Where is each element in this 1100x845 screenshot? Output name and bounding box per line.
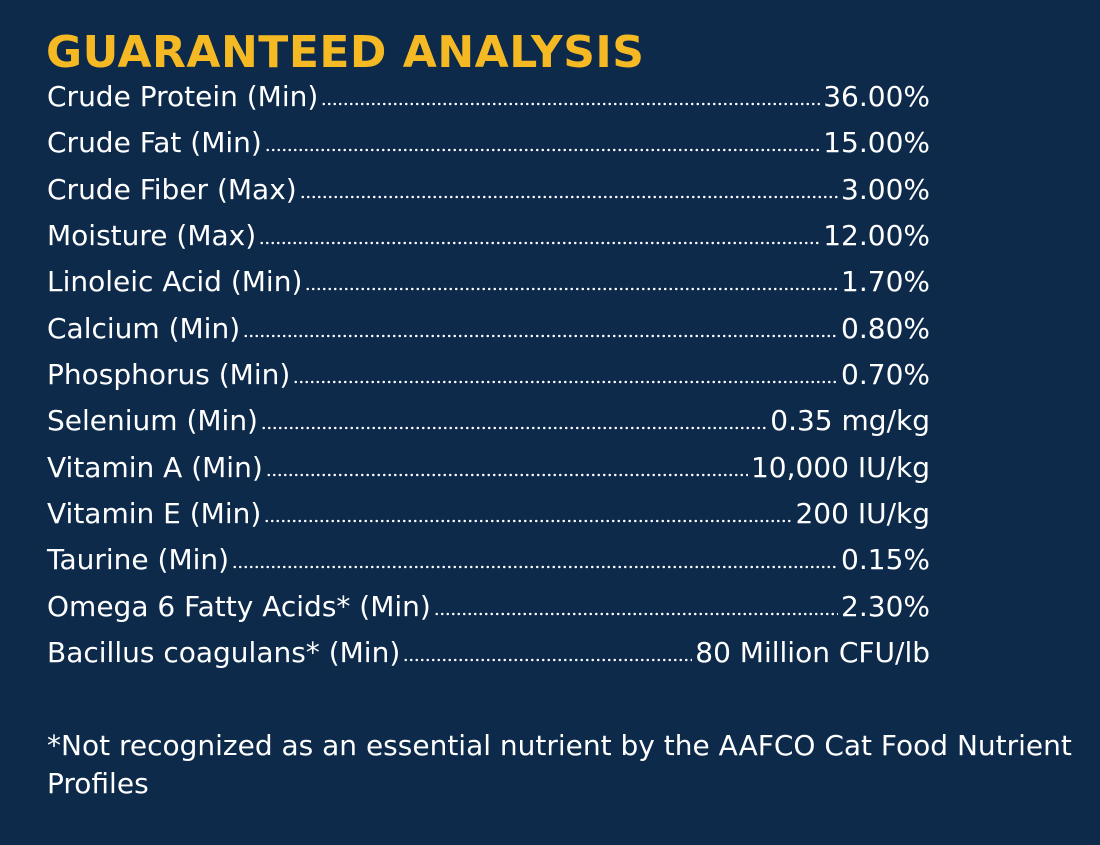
table-row: Vitamin A (Min) 10,000 IU/kg	[47, 445, 930, 491]
nutrient-value: 200 IU/kg	[795, 496, 930, 530]
nutrient-label: Vitamin A (Min)	[47, 450, 263, 484]
table-row: Taurine (Min) 0.15%	[47, 537, 930, 583]
nutrient-label: Crude Fiber (Max)	[47, 172, 297, 206]
dot-leader	[259, 240, 821, 245]
nutrient-label: Moisture (Max)	[47, 218, 257, 252]
title: GUARANTEED ANALYSIS	[46, 27, 645, 78]
dot-leader	[260, 426, 768, 431]
nutrient-value: 3.00%	[841, 172, 930, 206]
nutrient-value: 0.15%	[841, 543, 930, 577]
nutrient-value: 36.00%	[823, 80, 930, 113]
nutrient-label: Omega 6 Fatty Acids* (Min)	[47, 589, 431, 623]
dot-leader	[243, 333, 839, 338]
table-row: Crude Protein (Min) 36.00%	[47, 74, 930, 120]
table-row: Phosphorus (Min) 0.70%	[47, 352, 930, 398]
dot-leader	[321, 102, 821, 106]
footnote: *Not recognized as an essential nutrient…	[47, 729, 1072, 800]
dot-leader	[232, 565, 839, 570]
nutrient-label: Bacillus coagulans* (Min)	[47, 635, 401, 669]
nutrient-label: Crude Fat (Min)	[47, 126, 262, 160]
table-row: Linoleic Acid (Min) 1.70%	[47, 259, 930, 305]
dot-leader	[433, 611, 839, 616]
nutrient-label: Taurine (Min)	[47, 543, 230, 577]
table-row: Selenium (Min) 0.35 mg/kg	[47, 398, 930, 444]
nutrient-label: Vitamin E (Min)	[47, 496, 262, 530]
nutrient-value: 80 Million CFU/lb	[695, 635, 930, 669]
nutrient-value: 10,000 IU/kg	[750, 450, 930, 484]
table-row: Crude Fat (Min) 15.00%	[47, 120, 930, 166]
dot-leader	[305, 287, 839, 292]
nutrient-label: Linoleic Acid (Min)	[47, 265, 303, 299]
table-row: Crude Fiber (Max) 3.00%	[47, 167, 930, 213]
nutrient-label: Phosphorus (Min)	[47, 357, 291, 391]
nutrient-label: Selenium (Min)	[47, 404, 258, 438]
dot-leader	[403, 657, 693, 662]
analysis-table: Crude Protein (Min) 36.00% Crude Fat (Min)…	[47, 74, 930, 676]
table-row: Moisture (Max) 12.00%	[47, 213, 930, 259]
nutrient-value: 1.70%	[841, 265, 930, 299]
table-row: Omega 6 Fatty Acids* (Min) 2.30%	[47, 584, 930, 630]
nutrient-value: 15.00%	[823, 126, 930, 160]
table-row: Bacillus coagulans* (Min) 80 Million CFU/…	[47, 630, 930, 676]
table-row: Calcium (Min) 0.80%	[47, 306, 930, 352]
nutrient-value: 0.80%	[841, 311, 930, 345]
nutrient-label: Calcium (Min)	[47, 311, 241, 345]
nutrient-value: 2.30%	[841, 589, 930, 623]
nutrient-label: Crude Protein (Min)	[47, 80, 319, 113]
table-row: Vitamin E (Min) 200 IU/kg	[47, 491, 930, 537]
dot-leader	[265, 472, 748, 477]
nutrient-value: 0.35 mg/kg	[770, 404, 930, 438]
dot-leader	[264, 518, 793, 523]
nutrient-value: 0.70%	[841, 357, 930, 391]
dot-leader	[264, 148, 821, 153]
nutrient-value: 12.00%	[823, 218, 930, 252]
dot-leader	[293, 379, 839, 384]
dot-leader	[299, 194, 839, 199]
